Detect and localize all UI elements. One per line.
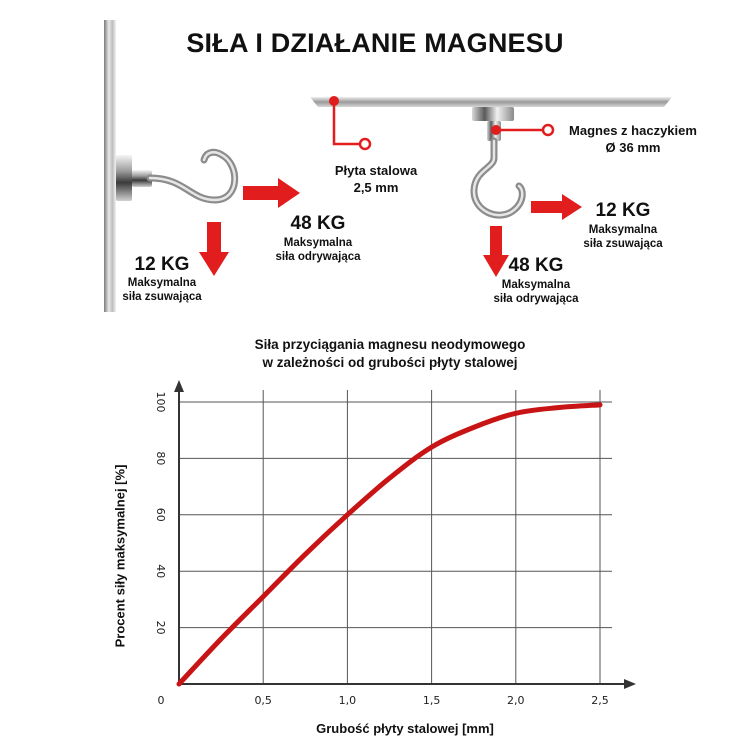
right-shear-force-label: Maksymalna siła zsuwająca <box>583 224 663 250</box>
series-line <box>176 402 603 687</box>
left-magnet-cup <box>116 155 132 201</box>
right-hook <box>470 137 526 219</box>
right-pull-arrow <box>483 226 509 277</box>
right-steel-plate <box>310 97 672 107</box>
left-shear-force-label: Maksymalna siła zsuwająca <box>122 277 202 303</box>
right-shear-arrow <box>531 194 582 220</box>
y-tick-label: 20 <box>154 621 167 635</box>
x-axis-label: Grubość płyty stalowej [mm] <box>316 721 494 736</box>
page-title: SIŁA I DZIAŁANIE MAGNESU <box>186 28 564 58</box>
x-axis-arrow-icon <box>624 679 636 689</box>
y-tick-label: 80 <box>154 451 167 465</box>
left-shear-force-value: 12 KG <box>134 254 190 275</box>
right-shear-force-value: 12 KG <box>595 200 651 221</box>
magnet-label: Magnes z haczykiem Ø 36 mm <box>569 123 697 155</box>
y-tick-label: 40 <box>154 564 167 578</box>
right-pull-force-value: 48 KG <box>508 255 564 276</box>
x-tick-label: 1,0 <box>339 694 357 707</box>
left-steel-plate <box>104 20 116 312</box>
x-tick-label: 0,5 <box>254 694 272 707</box>
left-shear-arrow <box>199 222 229 276</box>
line-chart: 0 0,5 1,0 1,5 2,0 2,5 20 40 60 80 100 <box>154 380 636 707</box>
x-tick-label: 0 <box>158 694 165 707</box>
y-tick-label: 60 <box>154 508 167 522</box>
x-tick-label: 2,0 <box>507 694 525 707</box>
left-pull-force-label: Maksymalna siła odrywająca <box>275 237 361 263</box>
x-tick-label: 2,5 <box>591 694 609 707</box>
magnet-illustration <box>104 20 672 312</box>
right-magnet-cup <box>472 107 514 121</box>
y-tick-label: 100 <box>154 392 167 413</box>
plate-callout-line <box>332 101 360 146</box>
left-pull-arrow <box>243 178 300 208</box>
chart-title: Siła przyciągania magnesu neodymowego w z… <box>254 337 526 370</box>
x-tick-label: 1,5 <box>423 694 441 707</box>
right-pull-force-label: Maksymalna siła odrywająca <box>493 279 579 305</box>
left-pull-force-value: 48 KG <box>290 213 346 234</box>
y-axis-arrow-icon <box>174 380 184 392</box>
plate-label: Płyta stalowa 2,5 mm <box>334 163 418 195</box>
